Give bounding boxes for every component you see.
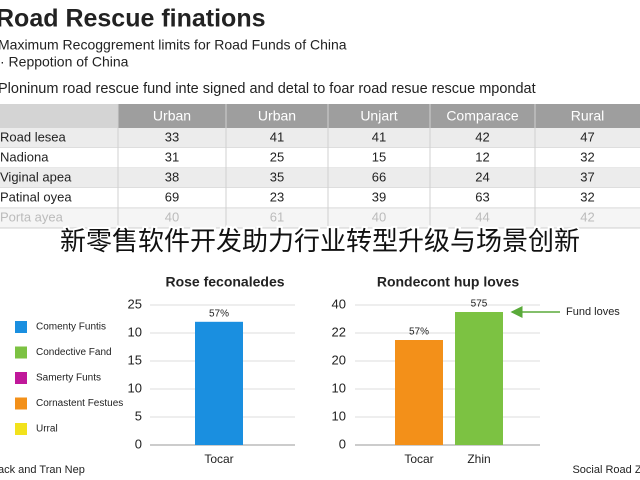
chart-title: Rondecont hup loves [377,274,520,290]
column-header: Rural [571,108,604,124]
header-first-cell [0,104,118,128]
y-tick-label: 10 [128,324,142,339]
cell: 33 [165,129,179,144]
cell: 40 [372,209,386,224]
y-tick-label: 0 [135,436,142,451]
legend-label: Condective Fand [36,347,112,358]
column-header: Comparace [446,108,519,124]
bar-annotation: 575 [471,299,488,310]
table-row [0,128,640,148]
table-row [0,148,640,168]
column-header: Urban [153,108,191,124]
cell: 25 [270,149,284,164]
subtitle: Maximum Recoggrement limits for Road Fun… [0,37,347,53]
cell: 15 [372,149,386,164]
table-row [0,208,640,228]
cell: 69 [165,189,179,204]
legend-swatch [15,423,27,435]
cell: 44 [475,209,489,224]
cell: 42 [475,129,489,144]
cell: 24 [475,169,489,184]
legend-label: Comenty Funtis [36,322,106,333]
y-tick-label: 10 [332,408,346,423]
row-label: Nadiona [0,149,49,164]
cell: 63 [475,189,489,204]
table-row [0,188,640,208]
cell: 32 [580,189,594,204]
legend-label: Urral [36,424,58,435]
cell: 32 [580,149,594,164]
y-tick-label: 10 [128,380,142,395]
row-label: Viginal apea [0,169,72,184]
legend-swatch [15,397,27,410]
table: Urban Urban Unjart Comparace Rural Road lesea… [0,104,640,229]
bar-annotation: 57% [209,308,229,319]
bar-annotation: 57% [409,327,429,338]
description: Ploninum road rescue fund inte signed an… [0,81,536,97]
bar [455,312,503,445]
cell: 61 [270,209,284,224]
cell: 12 [475,149,489,164]
x-tick-label: Tocar [204,452,233,466]
footer-right: Social Road Zl [572,464,640,476]
cell: 47 [580,129,594,144]
callout-label: Fund loves [566,306,620,318]
cell: 39 [372,189,386,204]
title: Road Rescue finations [0,5,266,33]
cell: 38 [165,169,179,184]
legend-label: Cornastent Festues [36,398,123,409]
y-tick-label: 10 [332,380,346,395]
bar [195,321,243,445]
legend-swatch [15,321,27,333]
y-tick-label: 15 [128,352,142,367]
x-tick-label: Tocar [404,452,433,466]
y-tick-label: 25 [128,296,142,311]
charts: Rose feconaledes 25 10 15 10 5 0 Tocar 57% Coment… [15,274,620,466]
cell: 41 [270,129,284,144]
cell: 40 [165,209,179,224]
chart-title: Rose feconaledes [165,274,284,290]
y-tick-label: 5 [135,408,142,423]
table-row [0,168,640,188]
legend-label: Samerty Funts [36,373,101,384]
overlay-text: 新零售软件开发助力行业转型升级与场景创新 [60,226,580,256]
row-label: Patinal oyea [0,189,72,204]
y-tick-label: 20 [332,352,346,367]
legend-swatch [15,346,27,359]
column-header: Urban [258,108,296,124]
bar [395,340,443,445]
y-tick-label: 22 [332,324,346,339]
y-tick-label: 40 [332,296,346,311]
legend-swatch [15,372,27,384]
cell: 41 [372,129,386,144]
cell: 23 [270,189,284,204]
footer-left: ack and Tran Nep [0,464,85,476]
cell: 35 [270,169,284,184]
cell: 66 [372,169,386,184]
cell: 42 [580,209,594,224]
y-tick-label: 0 [339,436,346,451]
x-tick-label: Zhin [467,452,490,466]
subtitle: · Reppotion of China [0,54,129,70]
row-label: Road lesea [0,129,67,144]
column-header: Unjart [360,108,397,124]
cell: 31 [165,149,179,164]
cell: 37 [580,169,594,184]
row-label: Porta ayea [0,209,64,224]
